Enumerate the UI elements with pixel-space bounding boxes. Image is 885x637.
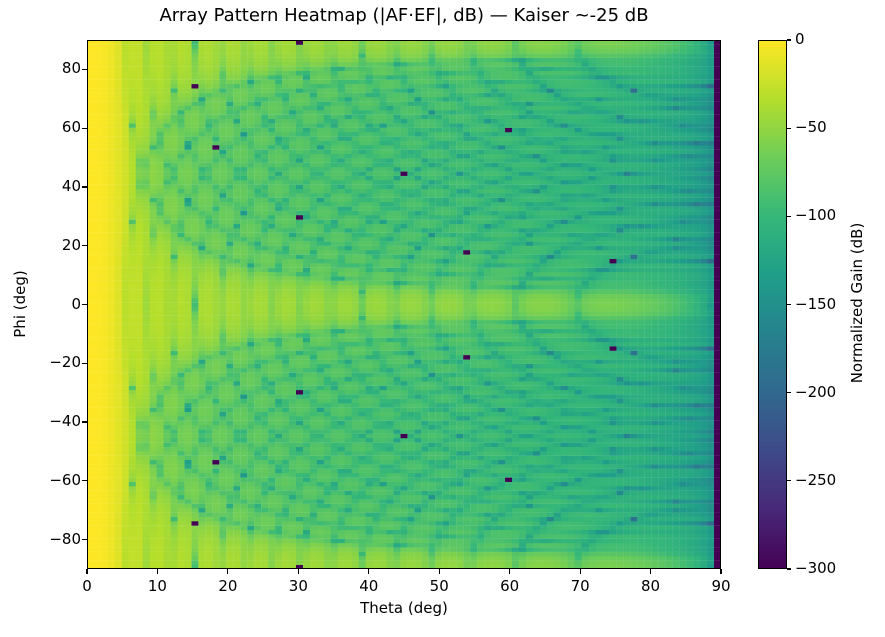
y-tick-mark xyxy=(82,303,87,306)
x-tick-mark xyxy=(649,569,652,574)
colorbar-tick-label: −100 xyxy=(795,206,837,225)
y-tick-mark xyxy=(82,480,87,482)
colorbar-tick-mark xyxy=(787,568,791,570)
colorbar-tick-mark xyxy=(787,215,791,217)
x-tick-mark xyxy=(579,569,581,574)
y-tick-mark xyxy=(82,362,87,364)
colorbar-tick-mark xyxy=(787,127,791,129)
colorbar-tick-label: −250 xyxy=(795,470,837,489)
colorbar-tick-label: −300 xyxy=(795,559,837,577)
x-tick-label: 0 xyxy=(82,577,92,595)
x-tick-label: 70 xyxy=(570,577,590,595)
x-tick-label: 30 xyxy=(288,577,308,595)
x-tick-label: 20 xyxy=(218,577,238,595)
colorbar-tick-mark xyxy=(787,39,791,41)
x-tick-mark xyxy=(509,569,511,574)
x-tick-label: 40 xyxy=(359,577,379,595)
y-tick-mark xyxy=(82,421,87,423)
x-tick-label: 50 xyxy=(429,577,449,595)
x-tick-mark xyxy=(438,569,440,574)
x-tick-mark xyxy=(86,569,88,574)
y-tick-label: −20 xyxy=(49,353,81,372)
x-tick-label: 60 xyxy=(500,577,520,595)
colorbar-tick-mark xyxy=(787,392,791,394)
y-axis-label: Phi (deg) xyxy=(11,270,29,338)
x-tick-label: 90 xyxy=(711,577,731,595)
x-tick-mark xyxy=(227,569,229,574)
y-tick-label: 40 xyxy=(61,176,81,195)
y-tick-label: 60 xyxy=(61,118,81,137)
y-tick-mark xyxy=(82,539,87,541)
y-tick-mark xyxy=(82,245,87,247)
colorbar-tick-mark xyxy=(787,480,791,482)
colorbar-tick-label: −50 xyxy=(795,118,827,137)
y-tick-label: 0 xyxy=(71,294,81,313)
y-tick-label: 20 xyxy=(61,235,81,254)
y-tick-mark xyxy=(82,186,87,188)
y-tick-label: 80 xyxy=(61,59,81,78)
colorbar-label: Normalized Gain (dB) xyxy=(848,222,866,384)
chart-title: Array Pattern Heatmap (|AF·EF|, dB) — Ka… xyxy=(159,5,649,26)
colorbar-tick-mark xyxy=(787,303,791,306)
y-tick-mark xyxy=(82,68,87,70)
heatmap-plot-area xyxy=(87,40,721,569)
y-tick-label: −60 xyxy=(49,470,81,489)
x-tick-mark xyxy=(720,569,722,574)
colorbar-tick-label: −150 xyxy=(795,294,837,313)
x-tick-mark xyxy=(156,569,159,574)
x-tick-mark xyxy=(368,569,370,574)
y-tick-mark xyxy=(82,127,87,129)
y-tick-label: −80 xyxy=(49,529,81,548)
colorbar-tick-label: 0 xyxy=(795,30,805,48)
colorbar-tick-label: −200 xyxy=(795,382,837,401)
colorbar-gradient xyxy=(758,40,787,569)
x-tick-mark xyxy=(297,569,299,574)
x-tick-label: 10 xyxy=(147,577,167,595)
y-tick-label: −40 xyxy=(49,412,81,431)
x-axis-label: Theta (deg) xyxy=(360,599,448,617)
x-tick-label: 80 xyxy=(641,577,661,595)
